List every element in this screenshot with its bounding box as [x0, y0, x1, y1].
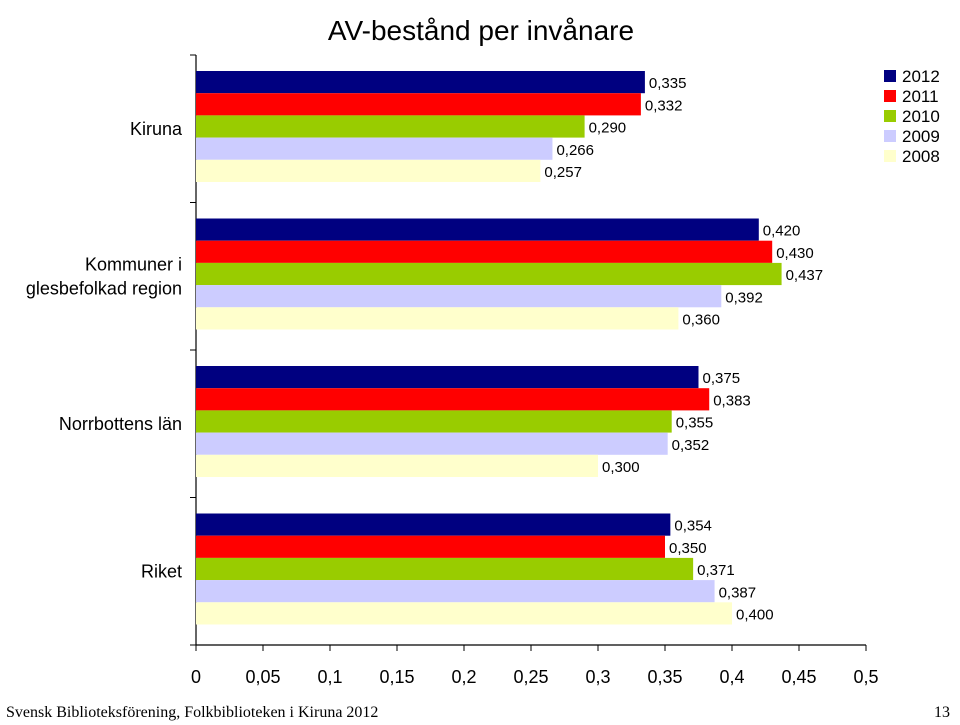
x-tick-label: 0,4 — [719, 667, 744, 687]
bar-value-label: 0,354 — [674, 518, 712, 535]
bar — [196, 602, 732, 625]
bar — [196, 580, 715, 603]
bar — [196, 137, 553, 160]
bar — [196, 93, 641, 116]
bar-value-label: 0,350 — [669, 540, 707, 557]
bar — [196, 388, 710, 411]
legend-swatch — [884, 90, 896, 102]
bar-value-label: 0,375 — [703, 370, 741, 387]
bar-value-label: 0,355 — [676, 415, 714, 432]
bar — [196, 71, 645, 94]
legend-label: 2011 — [902, 87, 939, 106]
legend-label: 2012 — [902, 67, 940, 86]
legend-swatch — [884, 110, 896, 122]
bar-value-label: 0,392 — [725, 289, 763, 306]
bar — [196, 432, 668, 455]
chart-title: AV-bestånd per invånare — [328, 15, 634, 46]
bar-value-label: 0,430 — [776, 245, 814, 262]
category-label: Riket — [141, 561, 182, 581]
bar-value-label: 0,290 — [589, 120, 627, 137]
bar — [196, 159, 541, 182]
category-label: Kommuner i glesbefolkad region — [26, 254, 182, 298]
plot-area: 0 0,05 0,1 0,15 0,2 0,25 0,3 0,35 0,4 0,45 0,5 Kiru… — [26, 54, 879, 687]
category-label: Kiruna — [130, 119, 183, 139]
footer-source: Svensk Biblioteksförening, Folkbibliotek… — [6, 704, 379, 721]
x-tick-label: 0,2 — [451, 667, 476, 687]
x-tick-label: 0,1 — [317, 667, 342, 687]
x-tick-label: 0,5 — [853, 667, 878, 687]
bar — [196, 307, 679, 330]
x-tick-label: 0 — [191, 667, 201, 687]
category-label: Norrbottens län — [59, 414, 182, 434]
bar — [196, 285, 722, 308]
x-tick-label: 0,45 — [781, 667, 816, 687]
bar — [196, 218, 759, 241]
bar-value-label: 0,383 — [713, 392, 751, 409]
bar-value-label: 0,387 — [719, 584, 757, 601]
bar — [196, 262, 782, 286]
bar — [196, 557, 694, 581]
legend-label: 2009 — [902, 127, 940, 146]
legend-swatch — [884, 150, 896, 162]
bar-value-label: 0,400 — [736, 607, 774, 624]
bar-value-label: 0,371 — [697, 562, 735, 579]
legend-swatch — [884, 130, 896, 142]
bar — [196, 240, 773, 263]
page-number: 13 — [934, 704, 950, 721]
bar — [196, 410, 672, 433]
bar — [196, 366, 699, 389]
bar-value-label: 0,266 — [556, 142, 594, 159]
x-tick-label: 0,25 — [513, 667, 548, 687]
bar-value-label: 0,257 — [544, 164, 582, 181]
bar — [196, 535, 665, 558]
legend-label: 2008 — [902, 147, 940, 166]
legend-label: 2010 — [902, 107, 940, 126]
x-tick-label: 0,35 — [647, 667, 682, 687]
bar-value-label: 0,352 — [672, 437, 710, 454]
bar-value-label: 0,420 — [763, 223, 801, 240]
legend-swatch — [884, 70, 896, 82]
bar — [196, 454, 598, 477]
bar-value-label: 0,335 — [649, 75, 687, 92]
bar-value-label: 0,437 — [786, 267, 824, 284]
bar-value-label: 0,300 — [602, 459, 640, 476]
bar — [196, 513, 671, 536]
x-tick-label: 0,3 — [585, 667, 610, 687]
x-tick-label: 0,05 — [245, 667, 280, 687]
bar — [196, 115, 585, 138]
x-tick-label: 0,15 — [379, 667, 414, 687]
bar-value-label: 0,360 — [682, 312, 720, 329]
bar-value-label: 0,332 — [645, 97, 683, 114]
